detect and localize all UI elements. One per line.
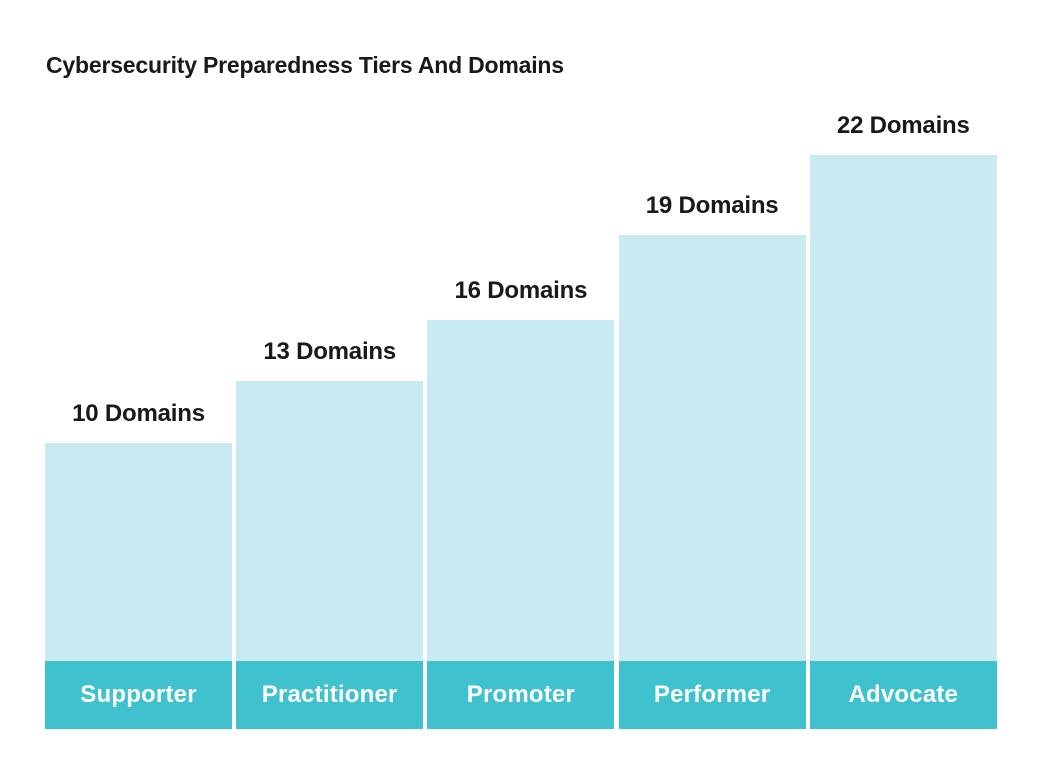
tier-label-band: Practitioner bbox=[236, 661, 424, 729]
bar-body bbox=[427, 320, 615, 661]
bar-column: 10 Domains Supporter bbox=[45, 400, 232, 729]
bar-column: 13 Domains Practitioner bbox=[236, 338, 424, 729]
tier-label-band: Supporter bbox=[45, 661, 232, 729]
tier-label-band: Advocate bbox=[809, 661, 997, 729]
bar-body bbox=[236, 381, 424, 661]
bar-value-label: 16 Domains bbox=[454, 277, 588, 304]
chart-title: Cybersecurity Preparedness Tiers And Dom… bbox=[46, 52, 564, 78]
bar-column: 22 Domains Advocate bbox=[809, 112, 997, 729]
tier-label: Practitioner bbox=[261, 681, 398, 708]
bar-value-label: 10 Domains bbox=[72, 400, 205, 427]
bar-value-label: 22 Domains bbox=[836, 112, 970, 139]
tier-label: Performer bbox=[653, 681, 771, 708]
tier-label: Promoter bbox=[466, 681, 576, 708]
tier-label: Supporter bbox=[80, 681, 197, 708]
tier-label-band: Promoter bbox=[427, 661, 615, 729]
bar-column: 16 Domains Promoter bbox=[427, 277, 615, 729]
tier-label: Advocate bbox=[848, 681, 959, 708]
tier-label-band: Performer bbox=[618, 661, 806, 729]
bar-value-label: 19 Domains bbox=[645, 192, 779, 219]
bar-body bbox=[45, 443, 232, 661]
bar-body bbox=[618, 235, 806, 661]
bar-body bbox=[809, 155, 997, 661]
bar-value-label: 13 Domains bbox=[263, 338, 397, 365]
bar-column: 19 Domains Performer bbox=[618, 192, 806, 729]
